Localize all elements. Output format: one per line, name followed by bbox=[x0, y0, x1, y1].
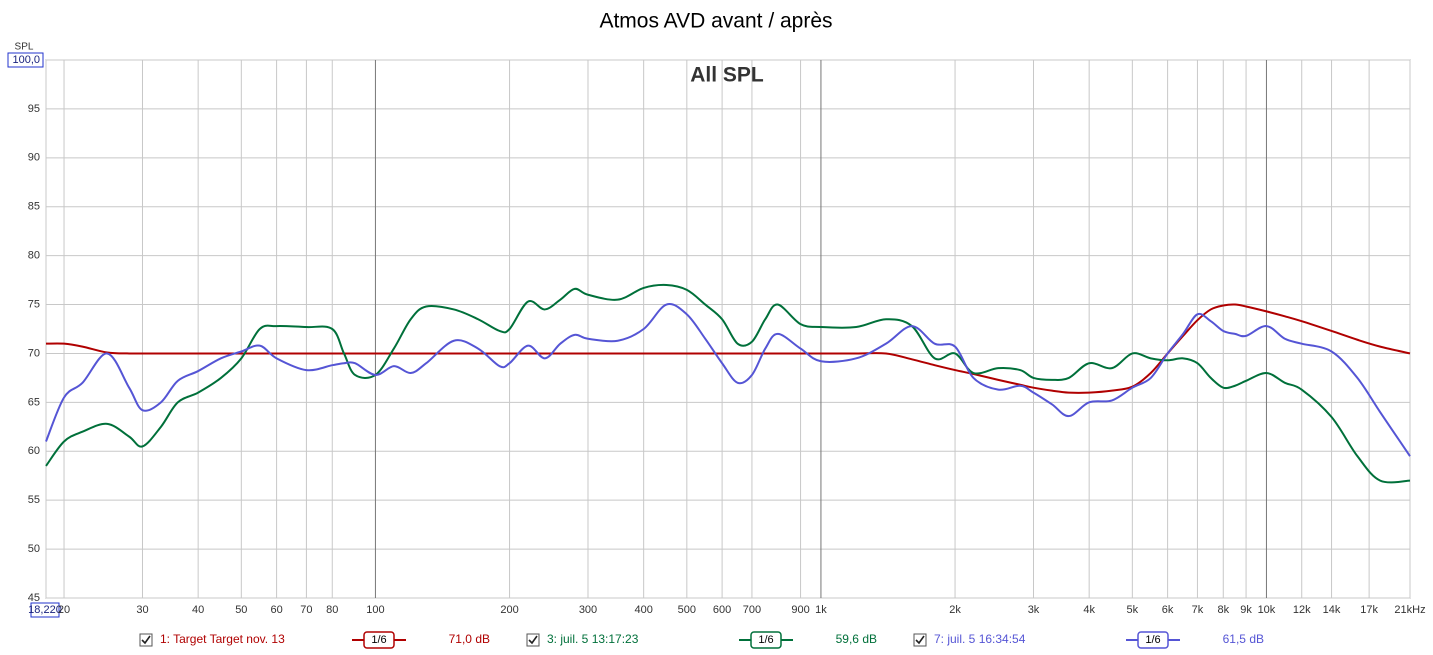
legend-smoothing: 1/6 bbox=[758, 634, 773, 646]
y-tick-label: 65 bbox=[28, 396, 40, 408]
chart-subtitle: All SPL bbox=[690, 64, 764, 87]
x-tick-label: 80 bbox=[326, 604, 338, 616]
y-tick-label: 85 bbox=[28, 201, 40, 213]
x-tick-label: 7k bbox=[1192, 604, 1204, 616]
x-tick-label: 40 bbox=[192, 604, 204, 616]
legend-level: 59,6 dB bbox=[836, 632, 877, 646]
x-tick-label: 700 bbox=[743, 604, 761, 616]
series-line bbox=[45, 303, 1411, 457]
label-box bbox=[7, 52, 44, 68]
legend-smoothing-box[interactable] bbox=[750, 631, 782, 649]
x-tick-label: 3k bbox=[1028, 604, 1040, 616]
x-tick-label: 6k bbox=[1162, 604, 1174, 616]
legend-level: 61,5 dB bbox=[1223, 632, 1264, 646]
y-tick-label: 55 bbox=[28, 494, 40, 506]
x-tick-label: 14k bbox=[1323, 604, 1341, 616]
y-tick-label: 50 bbox=[28, 543, 40, 555]
x-tick-label: 30 bbox=[136, 604, 148, 616]
legend-smoothing: 1/6 bbox=[1145, 634, 1160, 646]
legend-label: 3: juil. 5 13:17:23 bbox=[547, 632, 639, 646]
legend-smoothing-box[interactable] bbox=[363, 631, 395, 649]
legend-check bbox=[915, 635, 925, 645]
x-tick-label: 20 bbox=[58, 604, 70, 616]
x-tick-label: 12k bbox=[1293, 604, 1311, 616]
x-tick-label: 21kHz bbox=[1394, 604, 1425, 616]
y-tick-label: 75 bbox=[28, 298, 40, 310]
y-tick-label: 80 bbox=[28, 250, 40, 262]
y-tick-label: 60 bbox=[28, 445, 40, 457]
legend-level: 71,0 dB bbox=[449, 632, 490, 646]
x-tick-label: 18,220 bbox=[28, 604, 62, 616]
x-tick-label: 9k bbox=[1240, 604, 1252, 616]
x-tick-label: 60 bbox=[270, 604, 282, 616]
x-tick-label: 900 bbox=[791, 604, 809, 616]
x-tick-label: 10k bbox=[1258, 604, 1276, 616]
y-axis-label: SPL bbox=[15, 42, 34, 53]
x-tick-label: 300 bbox=[579, 604, 597, 616]
legend-checkbox[interactable] bbox=[526, 633, 540, 647]
label-box bbox=[30, 602, 60, 618]
legend-smoothing-box[interactable] bbox=[1137, 631, 1169, 649]
y-tick-label: 95 bbox=[28, 103, 40, 115]
legend-check bbox=[141, 635, 151, 645]
x-tick-label: 500 bbox=[678, 604, 696, 616]
x-tick-label: 50 bbox=[235, 604, 247, 616]
legend-label: 7: juil. 5 16:34:54 bbox=[934, 632, 1026, 646]
y-tick-label: 100,0 bbox=[12, 54, 40, 66]
y-tick-label: 70 bbox=[28, 347, 40, 359]
x-tick-label: 17k bbox=[1360, 604, 1378, 616]
x-tick-label: 400 bbox=[634, 604, 652, 616]
series-line bbox=[45, 283, 1411, 484]
y-tick-label: 90 bbox=[28, 152, 40, 164]
x-tick-label: 1k bbox=[815, 604, 827, 616]
x-tick-label: 4k bbox=[1083, 604, 1095, 616]
x-tick-label: 8k bbox=[1217, 604, 1229, 616]
legend-check bbox=[528, 635, 538, 645]
x-tick-label: 5k bbox=[1127, 604, 1139, 616]
legend-checkbox[interactable] bbox=[913, 633, 927, 647]
legend-checkbox[interactable] bbox=[139, 633, 153, 647]
legend-label: 1: Target Target nov. 13 bbox=[160, 632, 285, 646]
x-tick-label: 200 bbox=[500, 604, 518, 616]
x-tick-label: 600 bbox=[713, 604, 731, 616]
chart-title: Atmos AVD avant / après bbox=[599, 10, 832, 33]
y-tick-label: 45 bbox=[28, 592, 40, 604]
x-tick-label: 70 bbox=[300, 604, 312, 616]
x-tick-label: 100 bbox=[366, 604, 384, 616]
legend-smoothing: 1/6 bbox=[371, 634, 386, 646]
x-tick-label: 2k bbox=[949, 604, 961, 616]
